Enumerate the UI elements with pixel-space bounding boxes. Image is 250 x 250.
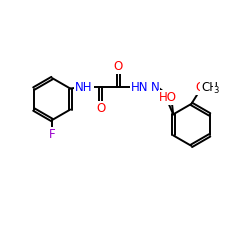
Text: O: O (196, 81, 205, 94)
Text: CH: CH (201, 81, 218, 94)
Text: CH: CH (161, 91, 178, 104)
Text: F: F (49, 128, 56, 141)
Text: O: O (96, 102, 105, 114)
Text: NH: NH (75, 81, 92, 94)
Text: HO: HO (159, 91, 177, 104)
Text: N: N (150, 81, 159, 94)
Text: HN: HN (131, 81, 148, 94)
Text: O: O (114, 60, 123, 73)
Text: 3: 3 (214, 86, 219, 95)
